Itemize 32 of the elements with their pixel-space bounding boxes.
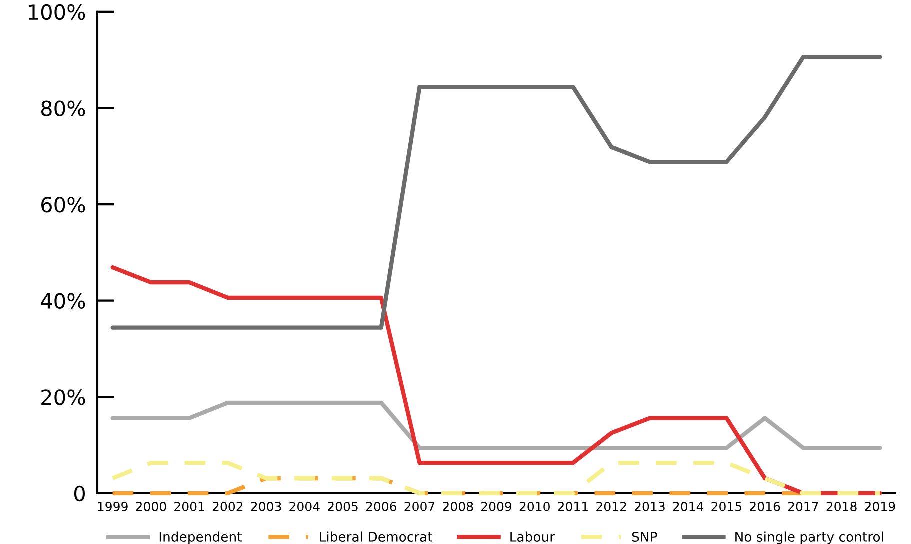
x-tick-label: 2004 bbox=[290, 502, 320, 512]
x-tick-label: 2001 bbox=[174, 502, 204, 512]
x-tick-label: 2019 bbox=[865, 502, 896, 512]
legend-label: SNP bbox=[632, 532, 658, 542]
x-tick-label: 2002 bbox=[212, 502, 243, 512]
x-tick-label: 2009 bbox=[482, 502, 512, 512]
x-tick-label: 2011 bbox=[558, 502, 588, 512]
y-tick-label: 80% bbox=[41, 100, 86, 116]
x-tick-label: 2015 bbox=[712, 502, 742, 512]
x-tick-label: 2000 bbox=[136, 502, 166, 512]
x-tick-label: 2005 bbox=[328, 502, 358, 512]
x-tick-label: 2014 bbox=[673, 502, 704, 512]
line-series bbox=[110, 266, 882, 496]
x-tick-label: 2008 bbox=[443, 502, 474, 512]
x-tick-label: 2003 bbox=[251, 502, 282, 512]
y-tick-label: 20% bbox=[42, 390, 86, 406]
y-tick-label: 100% bbox=[29, 4, 86, 20]
x-tick-label: 2017 bbox=[788, 502, 818, 512]
y-tick-label: 0 bbox=[74, 486, 85, 502]
legend-label: Labour bbox=[510, 532, 556, 542]
y-tick-label: 40% bbox=[41, 293, 86, 310]
x-tick-label: 1999 bbox=[98, 502, 128, 512]
x-tick-label: 2012 bbox=[596, 502, 626, 512]
x-tick-label: 2013 bbox=[634, 502, 665, 512]
x-tick-label: 2010 bbox=[520, 502, 550, 512]
x-tick-label: 2006 bbox=[366, 502, 397, 512]
x-tick-label: 2018 bbox=[826, 502, 857, 512]
x-tick-label: 2016 bbox=[750, 502, 780, 512]
x-tick-label: 2007 bbox=[404, 502, 435, 512]
line-series bbox=[110, 55, 882, 330]
legend-label: Liberal Democrat bbox=[320, 532, 433, 542]
y-tick-label: 60% bbox=[42, 196, 86, 213]
